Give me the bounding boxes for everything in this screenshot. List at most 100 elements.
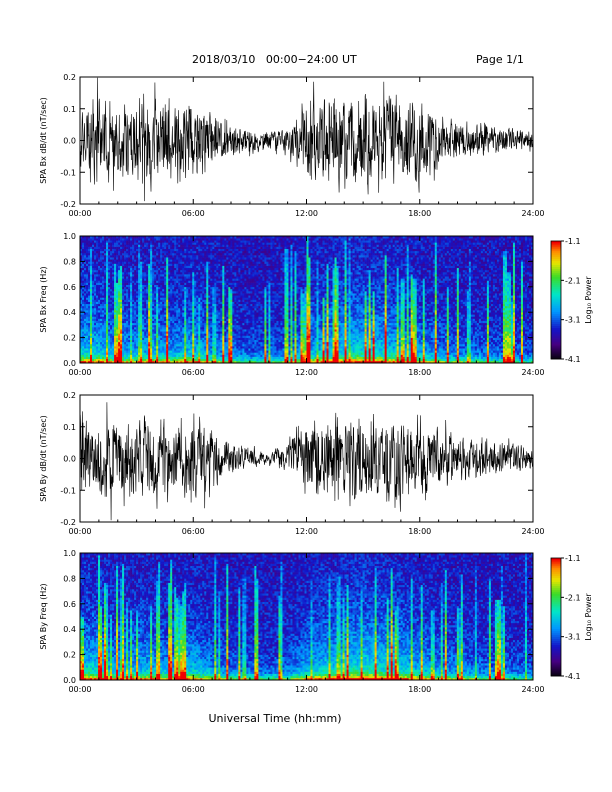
spectrogram-cell xyxy=(92,293,94,295)
spectrogram-cell xyxy=(102,266,104,268)
spectrogram-cell xyxy=(92,285,94,287)
spectrogram-cell xyxy=(116,274,118,276)
spectrogram-cell xyxy=(126,285,128,287)
spectrogram-cell xyxy=(128,274,130,276)
spectrogram-cell xyxy=(90,278,92,280)
spectrogram-cell xyxy=(132,289,134,291)
spectrogram-cell xyxy=(90,342,92,344)
spectrogram-cell xyxy=(100,352,102,354)
spectrogram-cell xyxy=(98,357,100,359)
spectrogram-cell xyxy=(122,319,124,321)
spectrogram-cell xyxy=(140,280,142,282)
spectrogram-cell xyxy=(128,344,130,346)
spectrogram-cell xyxy=(138,304,140,306)
spectrogram-cell xyxy=(100,255,102,257)
spectrogram-cell xyxy=(126,249,128,251)
spectrogram-cell xyxy=(132,285,134,287)
spectrogram-cell xyxy=(110,300,112,302)
spectrogram-cell xyxy=(128,285,130,287)
spectrogram-cell xyxy=(106,304,108,306)
spectrogram-cell xyxy=(142,268,144,270)
spectrogram-cell xyxy=(120,274,122,276)
spectrogram-cell xyxy=(106,302,108,304)
spectrogram-cell xyxy=(134,338,136,340)
spectrogram-cell xyxy=(120,238,122,240)
spectrogram-cell xyxy=(86,306,88,308)
spectrogram-cell xyxy=(138,310,140,312)
spectrogram-cell xyxy=(116,276,118,278)
spectrogram-cell xyxy=(128,325,130,327)
spectrogram-cell xyxy=(138,333,140,335)
spectrogram-cell xyxy=(86,244,88,246)
spectrogram-cell xyxy=(96,251,98,253)
spectrogram-cell xyxy=(126,335,128,337)
spectrogram-cell xyxy=(116,244,118,246)
spectrogram-cell xyxy=(96,302,98,304)
spectrogram-cell xyxy=(92,297,94,299)
spectrogram-cell xyxy=(104,242,106,244)
spectrogram-cell xyxy=(104,350,106,352)
spectrogram-cell xyxy=(134,287,136,289)
spectrogram-cell xyxy=(110,276,112,278)
spectrogram-cell xyxy=(136,272,138,274)
spectrogram-cell xyxy=(98,327,100,329)
spectrogram-cell xyxy=(82,238,84,240)
spectrogram-cell xyxy=(132,283,134,285)
spectrogram-cell xyxy=(142,306,144,308)
spectrogram-cell xyxy=(132,316,134,318)
spectrogram-cell xyxy=(106,346,108,348)
spectrogram-cell xyxy=(130,350,132,352)
spectrogram-cell xyxy=(124,285,126,287)
spectrogram-cell xyxy=(86,302,88,304)
spectrogram-cell xyxy=(120,306,122,308)
spectrogram-cell xyxy=(114,321,116,323)
spectrogram-cell xyxy=(82,272,84,274)
spectrogram-cell xyxy=(124,278,126,280)
spectrogram-cell xyxy=(88,331,90,333)
spectrogram-cell xyxy=(92,316,94,318)
spectrogram-cell xyxy=(112,338,114,340)
spectrogram-cell xyxy=(102,329,104,331)
spectrogram-cell xyxy=(92,291,94,293)
spectrogram-cell xyxy=(116,331,118,333)
spectrogram-cell xyxy=(102,342,104,344)
spectrogram-cell xyxy=(106,357,108,359)
spectrogram-cell xyxy=(90,333,92,335)
spectrogram-cell xyxy=(134,261,136,263)
spectrogram-cell xyxy=(88,270,90,272)
spectrogram-cell xyxy=(130,329,132,331)
spectrogram-cell xyxy=(82,323,84,325)
spectrogram-cell xyxy=(94,300,96,302)
spectrogram-cell xyxy=(102,357,104,359)
spectrogram-cell xyxy=(126,321,128,323)
spectrogram-cell xyxy=(100,276,102,278)
spectrogram-cell xyxy=(96,304,98,306)
spectrogram-cell xyxy=(128,242,130,244)
spectrogram-cell xyxy=(142,359,144,361)
spectrogram-cell xyxy=(96,253,98,255)
spectrogram-cell xyxy=(114,306,116,308)
spectrogram-cell xyxy=(110,257,112,259)
spectrogram-cell xyxy=(102,306,104,308)
spectrogram-cell xyxy=(82,291,84,293)
spectrogram-cell xyxy=(116,323,118,325)
x-tick-label: 00:00 xyxy=(68,209,91,218)
spectrogram-cell xyxy=(138,238,140,240)
spectrogram-cell xyxy=(100,342,102,344)
spectrogram-cell xyxy=(90,270,92,272)
spectrogram-cell xyxy=(128,327,130,329)
spectrogram-cell xyxy=(120,291,122,293)
spectrogram-cell xyxy=(130,300,132,302)
spectrogram-cell xyxy=(82,319,84,321)
spectrogram-cell xyxy=(136,259,138,261)
spectrogram-cell xyxy=(88,251,90,253)
spectrogram-cell xyxy=(124,244,126,246)
spectrogram-cell xyxy=(110,312,112,314)
spectrogram-cell xyxy=(86,251,88,253)
spectrogram-cell xyxy=(114,261,116,263)
spectrogram-cell xyxy=(138,274,140,276)
spectrogram-cell xyxy=(88,321,90,323)
spectrogram-cell xyxy=(128,333,130,335)
spectrogram-cell xyxy=(108,331,110,333)
x-tick-label: 06:00 xyxy=(182,209,205,218)
